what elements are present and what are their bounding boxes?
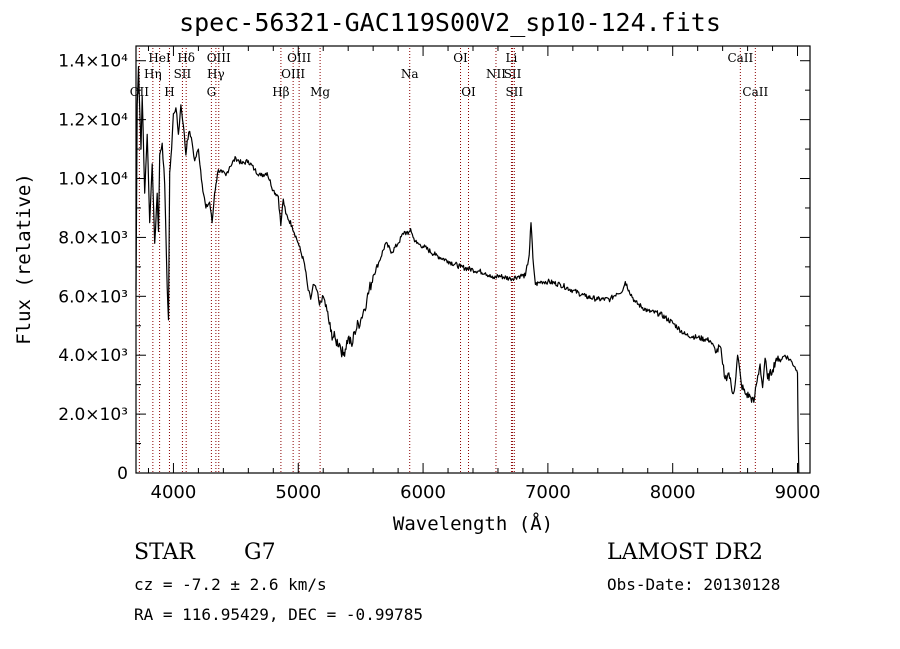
y-tick-label: 0 bbox=[117, 464, 128, 484]
y-tick-label: 6.0×10³ bbox=[58, 287, 128, 307]
spectral-line-label: Hγ bbox=[207, 67, 225, 81]
spectral-line-label: H bbox=[164, 85, 174, 99]
spectral-line-label: OIII bbox=[207, 51, 231, 65]
y-tick-label: 1.2×10⁴ bbox=[58, 111, 128, 131]
spectral-line-label: Mg bbox=[310, 85, 330, 99]
spectral-line-label: OIII bbox=[281, 67, 305, 81]
y-tick-label: 1.0×10⁴ bbox=[58, 170, 128, 190]
spectral-line-label: NII bbox=[486, 67, 506, 81]
spectral-line-label: OIII bbox=[287, 51, 311, 65]
spectral-line-label: Na bbox=[401, 67, 419, 81]
spectral-line-label: Li bbox=[506, 51, 518, 65]
y-tick-label: 2.0×10³ bbox=[58, 405, 128, 425]
spectral-line-label: SII bbox=[505, 85, 523, 99]
redshift-text: cz = -7.2 ± 2.6 km/s bbox=[134, 575, 327, 594]
axes: 4000 5000 6000 7000 8000 9000 0 2.0×10³ 4.0×10³ 6… bbox=[58, 46, 820, 503]
spectral-line-label: SII bbox=[504, 67, 522, 81]
x-tick-label: 8000 bbox=[650, 482, 696, 503]
x-tick-label: 9000 bbox=[775, 482, 821, 503]
spectral-line-label: Hδ bbox=[177, 51, 195, 65]
coordinates-text: RA = 116.95429, DEC = -0.99785 bbox=[134, 605, 423, 624]
y-tick-label: 4.0×10³ bbox=[58, 346, 128, 366]
y-tick-label: 8.0×10³ bbox=[58, 228, 128, 248]
survey-name: LAMOST DR2 bbox=[607, 540, 763, 565]
spectral-line-label: Hη bbox=[144, 67, 162, 81]
spectral-line-label: CaII bbox=[742, 85, 768, 99]
spectral-line-label: CaII bbox=[727, 51, 753, 65]
spectral-line-label: OI bbox=[461, 85, 476, 99]
spectral-line-label: Hβ bbox=[272, 85, 289, 99]
spectral-line-label: SII bbox=[174, 67, 192, 81]
object-class: STAR bbox=[134, 540, 195, 565]
x-axis-label: Wavelength (Å) bbox=[393, 512, 553, 535]
object-subclass: G7 bbox=[244, 540, 276, 565]
obs-date: Obs-Date: 20130128 bbox=[607, 575, 781, 594]
spectral-line-label: OI bbox=[453, 51, 468, 65]
spectral-line-label: HeI bbox=[148, 51, 171, 65]
x-tick-label: 6000 bbox=[400, 482, 446, 503]
spectral-line-label: G bbox=[207, 85, 217, 99]
spectrum-series-line bbox=[135, 66, 800, 474]
y-axis-label: Flux (relative) bbox=[13, 173, 35, 345]
chart-title: spec-56321-GAC119S00V2_sp10-124.fits bbox=[179, 8, 721, 37]
x-tick-label: 5000 bbox=[275, 482, 321, 503]
x-tick-label: 4000 bbox=[151, 482, 197, 503]
plot-frame bbox=[135, 45, 811, 474]
y-tick-label: 1.4×10⁴ bbox=[58, 52, 128, 72]
x-tick-label: 7000 bbox=[525, 482, 571, 503]
